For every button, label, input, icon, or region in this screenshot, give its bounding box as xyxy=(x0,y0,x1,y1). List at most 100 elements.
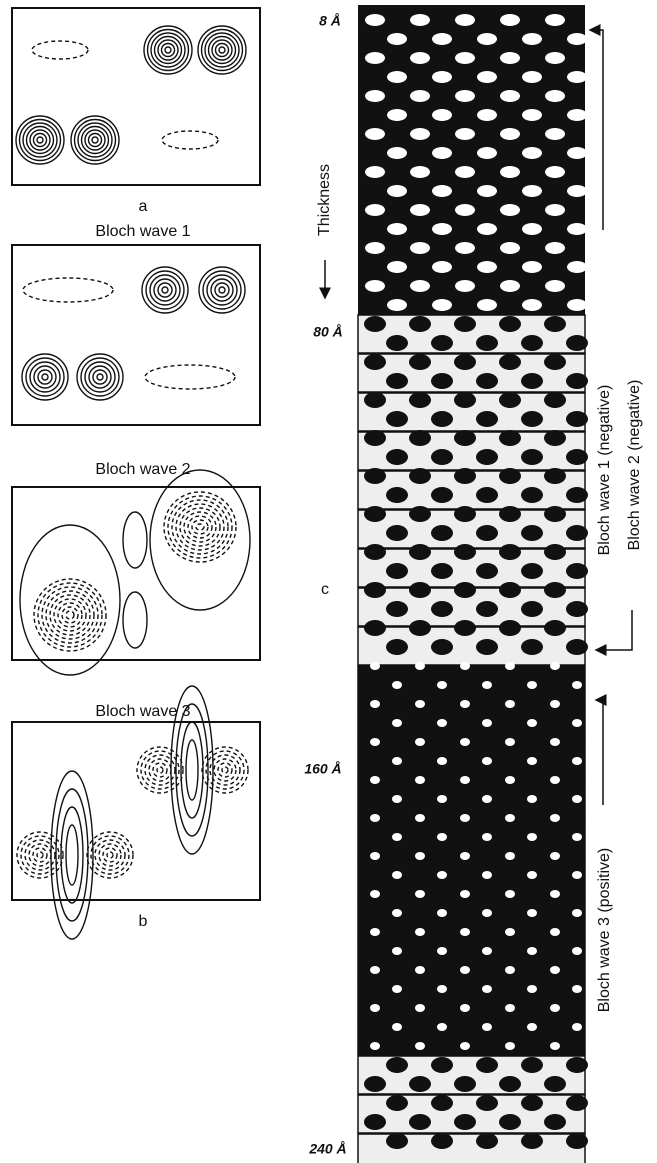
blob xyxy=(477,185,497,197)
blob xyxy=(364,544,386,560)
blob xyxy=(432,185,452,197)
blob xyxy=(415,814,425,822)
blob xyxy=(460,890,470,898)
blob xyxy=(500,52,520,64)
blob xyxy=(566,449,588,465)
blob xyxy=(370,662,380,670)
blob xyxy=(567,185,587,197)
arrow xyxy=(596,700,603,805)
blob xyxy=(365,90,385,102)
blob xyxy=(455,280,475,292)
blob xyxy=(431,373,453,389)
blob xyxy=(410,128,430,140)
panel-title: Bloch wave 3 xyxy=(95,703,190,720)
blob xyxy=(460,852,470,860)
axis-label: Thickness xyxy=(316,164,333,236)
blob xyxy=(392,909,402,917)
blob xyxy=(370,966,380,974)
blob xyxy=(505,1042,515,1050)
blob xyxy=(544,620,566,636)
blob xyxy=(477,109,497,121)
blob xyxy=(550,1042,560,1050)
blob xyxy=(437,909,447,917)
blob xyxy=(455,242,475,254)
thickness-mark: 160 Å xyxy=(304,761,341,777)
blob xyxy=(437,833,447,841)
blob xyxy=(370,890,380,898)
blob xyxy=(454,1076,476,1092)
blob xyxy=(415,738,425,746)
blob xyxy=(386,1095,408,1111)
blob xyxy=(431,487,453,503)
blob xyxy=(460,966,470,974)
blob xyxy=(544,316,566,332)
blob xyxy=(432,223,452,235)
blob xyxy=(499,620,521,636)
blob xyxy=(550,966,560,974)
blob xyxy=(499,582,521,598)
blob xyxy=(454,1114,476,1130)
blob xyxy=(500,280,520,292)
blob xyxy=(364,430,386,446)
blob xyxy=(370,776,380,784)
panel-frame xyxy=(12,722,260,900)
blob xyxy=(386,525,408,541)
blob xyxy=(409,430,431,446)
blob xyxy=(500,242,520,254)
blob xyxy=(392,795,402,803)
panel-title: Bloch wave 2 xyxy=(95,461,190,478)
blob xyxy=(386,373,408,389)
thickness-mark: 240 Å xyxy=(308,1141,346,1157)
blob xyxy=(455,166,475,178)
blob xyxy=(370,852,380,860)
blob xyxy=(505,662,515,670)
blob xyxy=(505,966,515,974)
blob xyxy=(572,757,582,765)
blob xyxy=(545,280,565,292)
blob xyxy=(432,71,452,83)
blob xyxy=(505,852,515,860)
blob xyxy=(387,299,407,311)
blob xyxy=(455,90,475,102)
blob xyxy=(476,601,498,617)
blob xyxy=(499,1114,521,1130)
blob xyxy=(410,166,430,178)
blob xyxy=(409,1114,431,1130)
blob xyxy=(522,109,542,121)
blob xyxy=(499,316,521,332)
blob xyxy=(476,487,498,503)
band xyxy=(358,705,585,743)
blob xyxy=(522,299,542,311)
blob xyxy=(386,335,408,351)
blob xyxy=(455,52,475,64)
blob xyxy=(455,204,475,216)
blob xyxy=(386,1057,408,1073)
blob xyxy=(545,52,565,64)
blob xyxy=(550,928,560,936)
blob xyxy=(572,909,582,917)
blob xyxy=(409,468,431,484)
blob xyxy=(415,1042,425,1050)
blob xyxy=(364,316,386,332)
blob xyxy=(410,52,430,64)
blob xyxy=(567,33,587,45)
blob xyxy=(387,109,407,121)
blob xyxy=(409,1076,431,1092)
blob xyxy=(454,620,476,636)
blob xyxy=(505,776,515,784)
blob xyxy=(365,14,385,26)
blob xyxy=(476,449,498,465)
blob xyxy=(482,681,492,689)
blob xyxy=(410,242,430,254)
blob xyxy=(482,795,492,803)
blob xyxy=(386,639,408,655)
blob xyxy=(544,468,566,484)
band xyxy=(358,783,585,821)
blob xyxy=(392,871,402,879)
blob xyxy=(477,261,497,273)
blob xyxy=(454,544,476,560)
blob xyxy=(410,14,430,26)
blob xyxy=(545,14,565,26)
blob xyxy=(460,776,470,784)
blob xyxy=(392,985,402,993)
